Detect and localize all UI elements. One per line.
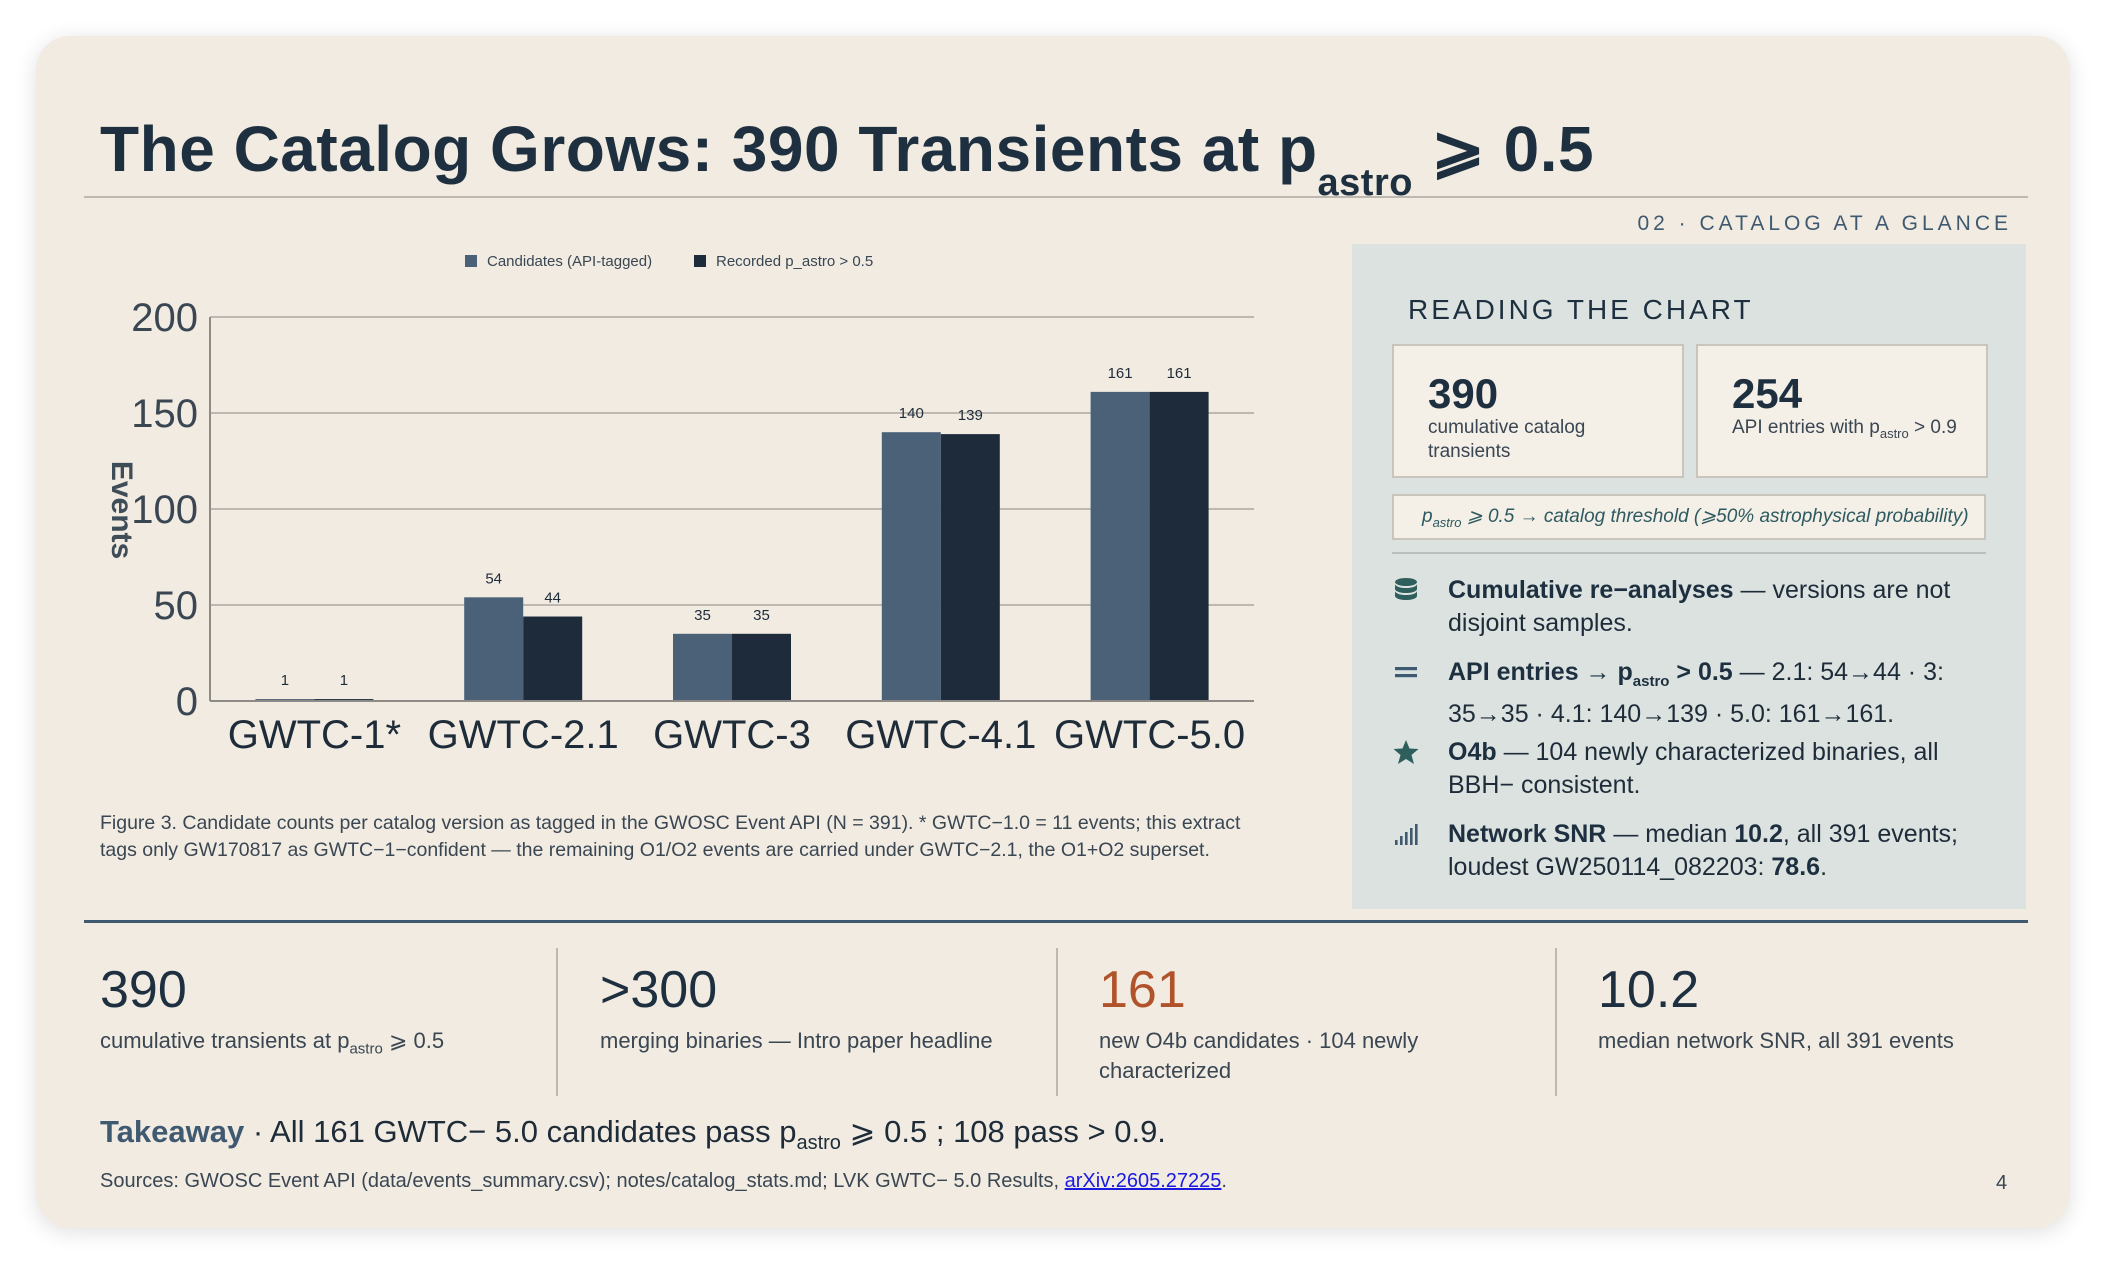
kpi-o4b: 161 new O4b candidates · 104 newly chara… — [1099, 960, 1479, 1086]
y-tick-label: 150 — [131, 392, 198, 436]
bullet-text: Network SNR — median 10.2, all 391 event… — [1448, 820, 1959, 881]
kpi-label: merging binaries — Intro paper headline — [600, 1028, 993, 1053]
bar — [464, 597, 524, 701]
x-tick-label: GWTC-5.0 — [1054, 713, 1245, 757]
bar — [1149, 391, 1209, 701]
bar-chart: 0 50 100 150 200 Events 1 1 GWTC-1* 54 44 GWTC-2.1 3… — [96, 240, 1296, 780]
equals-icon — [1395, 667, 1417, 678]
chart-svg: 0 50 100 150 200 Events 1 1 GWTC-1* 54 44 GWTC-2.1 3… — [105, 253, 1254, 757]
bottom-divider — [84, 920, 2028, 923]
stat-value: 390 — [1428, 370, 1499, 417]
legend-label: Candidates (API-tagged) — [487, 253, 652, 270]
title-divider — [84, 196, 2028, 198]
section-tag: 02 · CATALOG AT A GLANCE — [1637, 212, 2012, 235]
stat-label: cumulative catalog transients — [1428, 417, 1586, 462]
threshold-note: pastro ⩾ 0.5 → catalog threshold (⩾50% a… — [1392, 494, 1986, 540]
x-tick-label: GWTC-1* — [228, 713, 401, 757]
kpi-label: new O4b candidates · 104 newly character… — [1099, 1028, 1419, 1083]
bar — [881, 432, 941, 701]
bullet-text: O4b — 104 newly characterized binaries, … — [1448, 738, 1939, 799]
panel-divider — [1392, 552, 1986, 554]
x-tick-label: GWTC-3 — [653, 713, 811, 757]
figure-caption: Figure 3. Candidate counts per catalog v… — [100, 812, 1241, 861]
stat-box-catalog: 390 cumulative catalog transients — [1392, 344, 1684, 478]
data-label: 161 — [1167, 365, 1192, 382]
takeaway-label: Takeaway — [100, 1114, 245, 1149]
data-label: 1 — [340, 672, 348, 689]
legend-swatch — [694, 255, 706, 267]
kpi-value: 161 — [1099, 961, 1186, 1019]
kpi-divider — [556, 948, 558, 1096]
kpi-value: 390 — [100, 961, 187, 1019]
data-label: 140 — [899, 405, 924, 422]
arxiv-link[interactable]: arXiv:2605.27225 — [1064, 1170, 1222, 1192]
y-tick-label: 200 — [131, 296, 198, 340]
kpi-label: cumulative transients at pastro ⩾ 0.5 — [100, 1028, 445, 1058]
star-icon — [1393, 740, 1419, 764]
stat-label: API entries with pastro > 0.9 — [1732, 417, 1957, 441]
bar — [732, 633, 791, 701]
data-label: 139 — [958, 407, 983, 424]
x-tick-label: GWTC-4.1 — [845, 713, 1036, 757]
signal-icon — [1395, 824, 1418, 845]
takeaway: Takeaway · All 161 GWTC− 5.0 candidates … — [100, 1114, 1166, 1155]
kpi-snr: 10.2 median network SNR, all 391 events — [1598, 960, 2038, 1056]
bar — [673, 633, 732, 701]
slide-title: The Catalog Grows: 390 Transients at pas… — [100, 113, 1595, 204]
data-label: 35 — [694, 607, 711, 624]
y-tick-label: 0 — [176, 680, 198, 724]
data-label: 1 — [281, 672, 289, 689]
panel-title: READING THE CHART — [1408, 294, 1754, 325]
legend-label: Recorded p_astro > 0.5 — [716, 253, 873, 270]
bar — [940, 434, 1000, 701]
kpi-binaries: >300 merging binaries — Intro paper head… — [600, 960, 1040, 1056]
y-axis-label: Events — [105, 461, 138, 559]
x-tick-label: GWTC-2.1 — [428, 713, 619, 757]
legend-swatch — [465, 255, 477, 267]
data-label: 161 — [1108, 365, 1133, 382]
bullet-text: API entries → pastro > 0.5 — 2.1: 54→44 … — [1448, 658, 1944, 728]
kpi-label: median network SNR, all 391 events — [1598, 1028, 1954, 1053]
kpi-value: >300 — [600, 961, 718, 1019]
bar — [1090, 391, 1150, 701]
stat-box-api: 254 API entries with pastro > 0.9 — [1696, 344, 1988, 478]
reading-panel: READING THE CHART 390 cumulative catalog… — [1352, 244, 2026, 909]
kpi-divider — [1056, 948, 1058, 1096]
kpi-transients: 390 cumulative transients at pastro ⩾ 0.… — [100, 960, 540, 1064]
y-tick-label: 50 — [154, 584, 199, 628]
kpi-divider — [1555, 948, 1557, 1096]
bar — [523, 616, 583, 701]
data-label: 35 — [753, 607, 770, 624]
kpi-value: 10.2 — [1598, 961, 1700, 1019]
database-icon — [1395, 578, 1417, 600]
sources-line: Sources: GWOSC Event API (data/events_su… — [100, 1170, 1227, 1192]
data-label: 54 — [485, 570, 502, 587]
stat-value: 254 — [1732, 370, 1803, 417]
bullet-text: Cumulative re−analyses — versions are no… — [1448, 576, 1951, 637]
data-label: 44 — [544, 590, 561, 607]
page-number: 4 — [1996, 1172, 2008, 1194]
y-tick-label: 100 — [131, 488, 198, 532]
